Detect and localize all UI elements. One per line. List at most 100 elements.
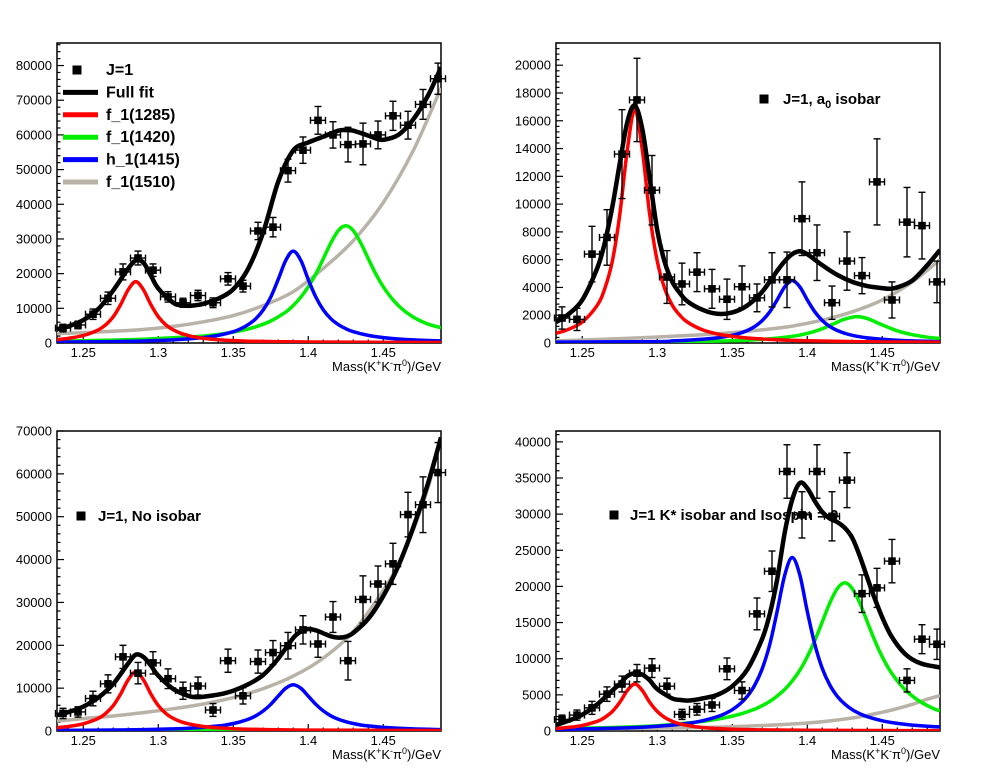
square-marker	[329, 613, 337, 621]
data-point	[868, 138, 886, 226]
square-marker	[753, 610, 761, 618]
y-tick-label: 10000	[16, 301, 52, 316]
data-point	[339, 126, 357, 163]
data-point	[928, 260, 946, 304]
square-marker	[813, 467, 821, 476]
data-point	[309, 630, 327, 658]
square-marker	[254, 657, 262, 666]
square-marker	[314, 116, 322, 125]
square-marker	[648, 186, 656, 195]
square-marker	[359, 140, 367, 148]
data-point	[568, 709, 586, 721]
data-points	[54, 441, 447, 720]
square-marker	[209, 706, 217, 714]
data-point	[294, 615, 312, 645]
square-marker	[269, 648, 277, 657]
data-point	[159, 668, 177, 690]
data-point	[823, 491, 841, 542]
x-tick-label: 1.4	[299, 733, 317, 748]
square-marker	[74, 321, 82, 329]
x-tick-label: 1.25	[570, 733, 595, 748]
square-marker	[903, 218, 911, 226]
square-marker	[314, 640, 322, 648]
square-marker	[194, 291, 202, 300]
data-point	[114, 263, 132, 281]
square-marker	[873, 584, 881, 592]
data-point	[219, 648, 237, 673]
panel-top-left: 0 10000 20000 30000 40000 50000 60000 70000 8000…	[0, 0, 499, 388]
data-point	[673, 708, 691, 721]
legend: J=1, No isobar	[76, 508, 201, 525]
x-tick-label: 1.45	[371, 733, 396, 748]
square-marker	[179, 686, 187, 695]
data-point	[808, 444, 826, 499]
y-tick-label: 0	[544, 336, 551, 351]
data-point	[204, 297, 222, 309]
data-point	[414, 476, 432, 534]
square-marker	[164, 674, 172, 683]
square-marker	[419, 500, 427, 509]
square-marker	[104, 680, 112, 688]
curves	[556, 103, 940, 343]
data-point	[718, 657, 736, 681]
data-point	[748, 597, 766, 631]
data-point	[613, 108, 631, 200]
data-point	[99, 674, 117, 694]
legend-marker-square	[609, 510, 619, 520]
legend-label: J=1, a0 isobar	[783, 91, 881, 111]
panel-top-right: 0 2000 4000 6000 8000 10000 12000 14000 16000 180…	[499, 0, 998, 388]
y-tick-label: 30000	[16, 595, 52, 610]
square-marker	[254, 227, 262, 235]
data-point	[84, 308, 102, 321]
data-point	[733, 681, 751, 700]
x-tick-label: 1.35	[221, 733, 246, 748]
y-tick-label: 50000	[16, 509, 52, 524]
square-marker	[573, 711, 581, 719]
data-point	[898, 668, 916, 693]
square-marker	[798, 511, 806, 519]
square-marker	[389, 112, 397, 120]
square-marker	[404, 510, 412, 519]
data-point	[703, 697, 721, 713]
square-marker	[843, 476, 851, 484]
square-marker	[828, 298, 836, 307]
curve-f-1-1285-	[57, 670, 441, 731]
data-point	[913, 191, 931, 260]
square-marker	[603, 690, 611, 698]
square-marker	[374, 580, 382, 588]
x-tick-label: 1.25	[71, 733, 96, 748]
data-point	[598, 208, 616, 266]
square-marker	[284, 641, 292, 650]
x-tick-label: 1.4	[299, 345, 317, 360]
data-point	[853, 256, 871, 295]
data-point	[658, 249, 676, 305]
square-marker	[74, 708, 82, 716]
curve-f-1-1285-	[57, 279, 441, 343]
data-point	[429, 62, 447, 96]
legend-label: h_1(1415)	[106, 152, 180, 169]
square-marker	[828, 512, 836, 521]
curve-full-fit	[57, 436, 441, 718]
y-tick-label: 14000	[515, 141, 551, 156]
square-marker	[374, 131, 382, 139]
square-marker	[903, 676, 911, 685]
data-point	[778, 444, 796, 499]
data-point	[54, 707, 72, 720]
data-point	[399, 491, 417, 538]
data-point	[883, 281, 901, 319]
data-point	[643, 658, 661, 679]
y-tick-label: 10000	[515, 651, 551, 666]
x-tick-label: 1.35	[720, 733, 745, 748]
square-marker	[603, 233, 611, 242]
data-point	[69, 320, 87, 330]
square-marker	[588, 250, 596, 258]
x-tick-label: 1.35	[720, 345, 745, 360]
data-point	[928, 628, 946, 661]
square-marker	[59, 324, 67, 332]
square-marker	[888, 557, 896, 565]
y-axis: 0 2000 4000 6000 8000 10000 12000 14000 16000 180…	[515, 42, 563, 351]
data-point	[174, 297, 192, 308]
curve-f-1-1510-	[57, 87, 441, 336]
